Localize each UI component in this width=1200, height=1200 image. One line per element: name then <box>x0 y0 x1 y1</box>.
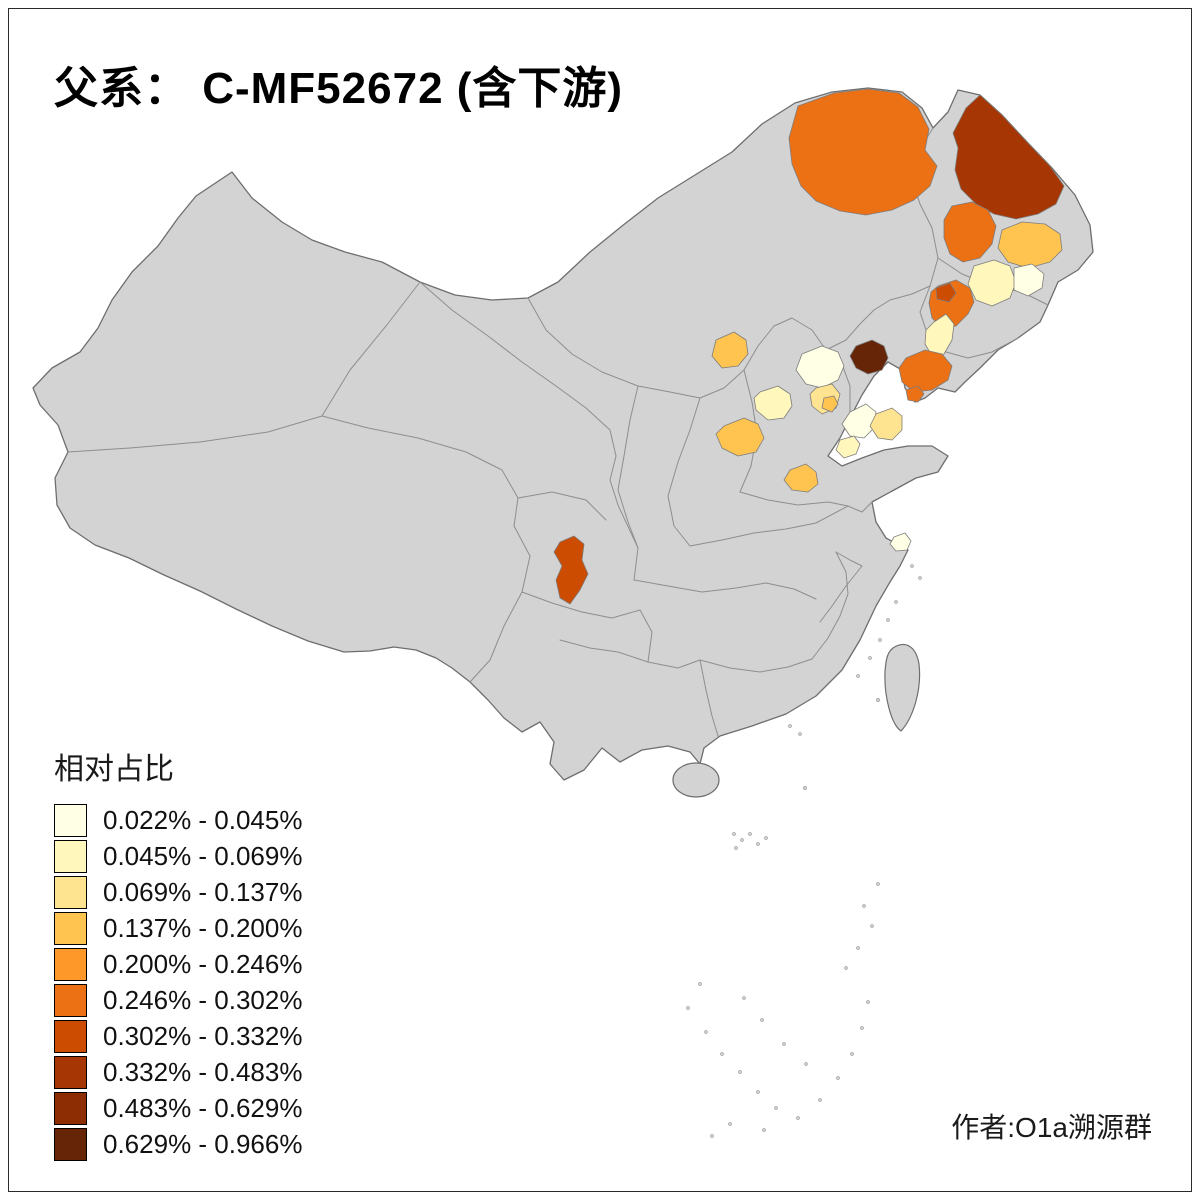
region-northeast-siping <box>924 313 955 357</box>
region-northeast-changchun-dark <box>935 282 957 303</box>
legend-swatch <box>54 876 87 909</box>
sea-islands <box>686 564 922 1138</box>
map-title: 父系： C-MF52672 (含下游) <box>54 64 624 113</box>
legend-label: 0.137% - 0.200% <box>103 913 303 943</box>
region-beijing-area <box>795 345 845 389</box>
legend-swatch <box>54 948 87 981</box>
region-shandong-center <box>869 407 903 441</box>
legend-row: 0.483% - 0.629% <box>54 1092 302 1125</box>
legend-label: 0.045% - 0.069% <box>103 841 303 871</box>
legend-label: 0.629% - 0.966% <box>103 1129 303 1159</box>
legend-label: 0.483% - 0.629% <box>103 1093 303 1123</box>
author-credit: 作者:O1a溯源群 <box>951 1112 1152 1143</box>
region-shandong-southwest <box>835 435 861 459</box>
legend-swatch <box>54 1092 87 1125</box>
legend-swatch <box>54 1020 87 1053</box>
legend-row: 0.069% - 0.137% <box>54 876 302 909</box>
mainland-outline <box>32 87 1094 781</box>
legend-row: 0.302% - 0.332% <box>54 1020 302 1053</box>
region-sichuan-yaan <box>553 535 589 605</box>
legend-swatch <box>54 1128 87 1161</box>
legend-swatch <box>54 840 87 873</box>
region-hebei-baoding <box>753 385 793 421</box>
legend-row: 0.022% - 0.045% <box>54 804 302 837</box>
legend-label: 0.069% - 0.137% <box>103 877 303 907</box>
taiwan-island <box>884 643 921 732</box>
legend-swatch <box>54 984 87 1017</box>
legend-row: 0.045% - 0.069% <box>54 840 302 873</box>
legend-label: 0.302% - 0.332% <box>103 1021 303 1051</box>
legend-row: 0.246% - 0.302% <box>54 984 302 1017</box>
legend-title: 相对占比 <box>54 753 174 786</box>
region-shanghai-area <box>889 532 912 552</box>
legend-row: 0.332% - 0.483% <box>54 1056 302 1089</box>
region-northeast-hulunbuir <box>788 88 938 216</box>
region-hebei-zhangjiakou <box>711 331 749 369</box>
legend: 相对占比 0.022% - 0.045% 0.045% - 0.069% 0.0… <box>54 744 302 1164</box>
legend-row: 0.629% - 0.966% <box>54 1128 302 1161</box>
choropleth-regions <box>553 88 1065 605</box>
legend-swatch <box>54 1056 87 1089</box>
region-liaodong-tip <box>905 385 925 403</box>
hainan-island <box>672 762 720 798</box>
legend-row: 0.200% - 0.246% <box>54 948 302 981</box>
region-beijing-south-gold <box>821 395 839 413</box>
legend-label: 0.246% - 0.302% <box>103 985 303 1015</box>
legend-swatch <box>54 804 87 837</box>
region-henan-anyang <box>783 463 819 493</box>
legend-label: 0.200% - 0.246% <box>103 949 303 979</box>
legend-row: 0.137% - 0.200% <box>54 912 302 945</box>
region-liaoning-dandong <box>898 349 953 393</box>
region-shandong-west <box>841 403 877 439</box>
region-liaoning-dark <box>849 339 889 375</box>
region-northeast-heihe <box>952 94 1065 220</box>
region-northeast-suihua <box>997 221 1063 269</box>
region-northeast-harbin-east <box>1013 263 1045 297</box>
region-hebei-shijiazhuang <box>715 417 765 457</box>
legend-swatch <box>54 912 87 945</box>
legend-label: 0.022% - 0.045% <box>103 805 303 835</box>
legend-label: 0.332% - 0.483% <box>103 1057 303 1087</box>
region-northeast-qiqihar <box>943 201 997 263</box>
